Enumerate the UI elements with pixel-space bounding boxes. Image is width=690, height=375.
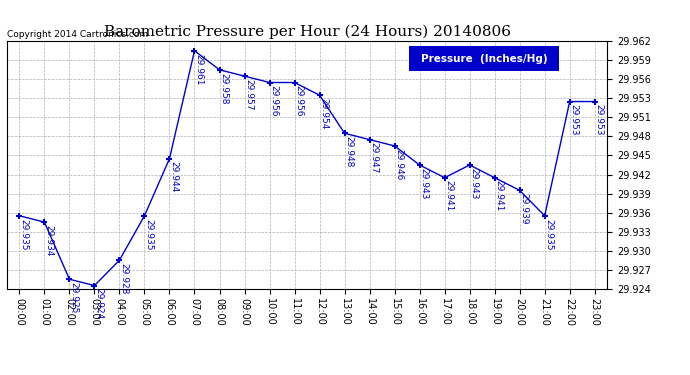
Text: 29.934: 29.934 — [44, 225, 53, 256]
Text: 29.925: 29.925 — [69, 282, 78, 314]
Text: 29.948: 29.948 — [344, 136, 353, 167]
Text: 29.957: 29.957 — [244, 79, 253, 110]
Text: 29.935: 29.935 — [544, 219, 553, 250]
Text: 29.946: 29.946 — [394, 149, 403, 180]
Text: 29.924: 29.924 — [94, 288, 103, 320]
Text: 29.941: 29.941 — [444, 180, 453, 212]
Text: 29.953: 29.953 — [569, 104, 578, 136]
Text: 29.947: 29.947 — [369, 142, 378, 174]
Text: 29.944: 29.944 — [169, 161, 178, 193]
Text: 29.958: 29.958 — [219, 73, 228, 104]
Text: 29.935: 29.935 — [19, 219, 28, 250]
Text: 29.961: 29.961 — [194, 54, 203, 85]
Text: 29.943: 29.943 — [420, 168, 428, 199]
Text: 29.954: 29.954 — [319, 98, 328, 129]
Text: 29.939: 29.939 — [520, 193, 529, 225]
Text: 29.956: 29.956 — [294, 85, 303, 117]
Text: Copyright 2014 Cartronics.com: Copyright 2014 Cartronics.com — [7, 30, 148, 39]
Text: 29.928: 29.928 — [119, 263, 128, 294]
Text: 29.935: 29.935 — [144, 219, 153, 250]
Text: 29.953: 29.953 — [594, 104, 603, 136]
Text: 29.943: 29.943 — [469, 168, 478, 199]
Title: Barometric Pressure per Hour (24 Hours) 20140806: Barometric Pressure per Hour (24 Hours) … — [104, 24, 511, 39]
Text: 29.941: 29.941 — [494, 180, 503, 212]
Text: 29.956: 29.956 — [269, 85, 278, 117]
